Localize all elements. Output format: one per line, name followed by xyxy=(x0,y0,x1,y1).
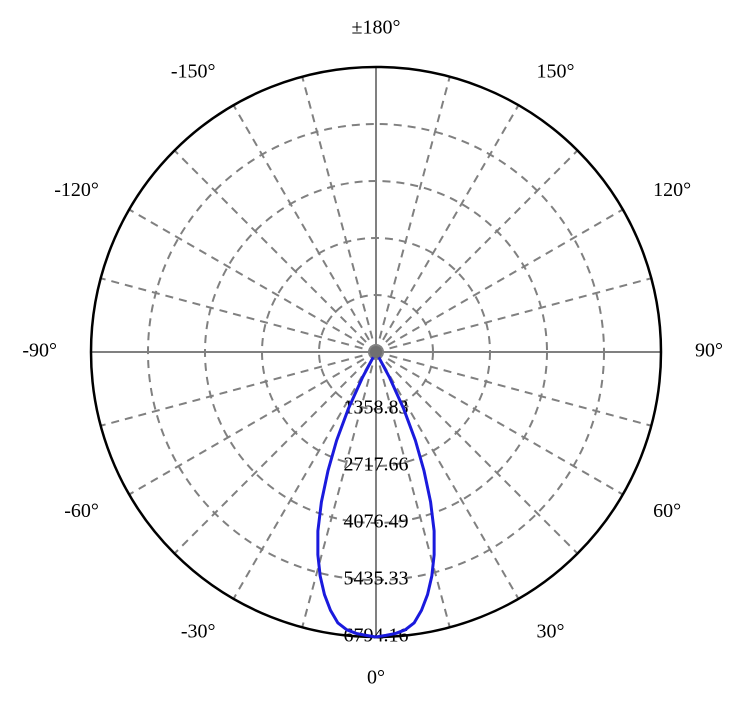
angle-tick-label: 30° xyxy=(537,621,565,643)
angle-tick-label: 120° xyxy=(653,179,691,201)
angle-tick-label: 60° xyxy=(653,500,681,522)
angle-tick-label: -60° xyxy=(64,500,99,522)
angle-tick-label: 150° xyxy=(537,61,575,83)
angle-tick-label: -90° xyxy=(22,340,57,362)
angle-tick-label: -30° xyxy=(181,621,216,643)
center-dot xyxy=(370,346,382,358)
angle-tick-label: 0° xyxy=(367,667,385,689)
angle-tick-label: -120° xyxy=(54,179,99,201)
polar-chart: 1358.832717.664076.495435.336794.160°30°… xyxy=(0,0,752,704)
angle-tick-label: -150° xyxy=(171,61,216,83)
radial-tick-label: 4076.49 xyxy=(344,511,409,533)
angle-tick-label: ±180° xyxy=(352,17,401,39)
radial-tick-label: 2717.66 xyxy=(344,454,409,476)
radial-tick-label: 5435.33 xyxy=(344,568,409,590)
angle-tick-label: 90° xyxy=(695,340,723,362)
